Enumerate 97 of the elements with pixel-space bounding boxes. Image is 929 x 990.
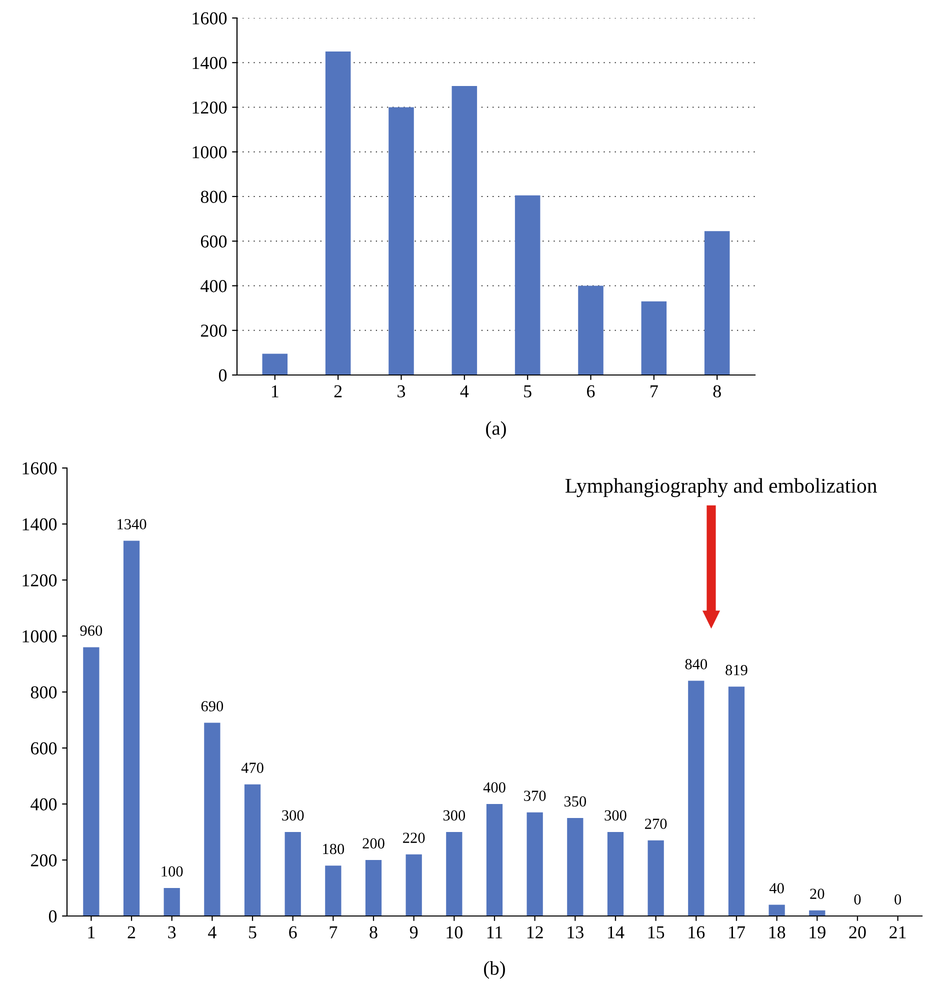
x-tick-label: 7 <box>330 926 338 938</box>
bar <box>262 354 288 375</box>
x-tick-label: 5 <box>249 926 256 938</box>
y-tick-label: 1400 <box>192 56 227 70</box>
data-label: 300 <box>282 810 304 821</box>
y-tick-label: 200 <box>200 324 227 337</box>
data-label: 40 <box>769 883 784 894</box>
x-tick-label: 5 <box>524 385 532 398</box>
bar <box>641 301 667 375</box>
x-tick-label: 11 <box>487 926 502 938</box>
data-label: 819 <box>726 664 748 676</box>
x-tick-label: 8 <box>370 926 378 938</box>
data-label: 470 <box>241 762 264 773</box>
bar <box>325 866 342 916</box>
x-tick-label: 17 <box>729 926 745 938</box>
x-tick-label: 16 <box>688 926 705 938</box>
data-label: 400 <box>483 782 506 793</box>
x-tick-label: 8 <box>713 385 721 398</box>
y-tick-label: 1200 <box>22 574 57 586</box>
x-tick-label: 9 <box>410 926 418 938</box>
x-tick-label: 19 <box>810 926 826 938</box>
bar <box>768 904 785 916</box>
data-label: 200 <box>362 838 384 849</box>
bar <box>83 647 100 916</box>
x-tick-label: 4 <box>460 385 469 398</box>
y-tick-label: 1000 <box>22 630 57 642</box>
data-label: 100 <box>162 866 183 877</box>
data-label: 270 <box>645 818 667 829</box>
bar <box>728 686 745 916</box>
data-label: 350 <box>564 796 586 807</box>
bar <box>486 804 503 916</box>
data-label: 300 <box>604 810 626 821</box>
y-tick-label: 0 <box>48 910 57 922</box>
annotation: Lymphangiography and embolization <box>565 478 877 498</box>
x-tick-label: 12 <box>527 926 543 938</box>
x-tick-label: 18 <box>769 926 786 938</box>
bar <box>204 722 220 916</box>
x-tick-label: 20 <box>849 926 866 938</box>
x-tick-label: 13 <box>568 926 584 938</box>
bar <box>688 680 704 916</box>
bar <box>388 107 414 375</box>
bar <box>452 86 478 375</box>
x-tick-label: 4 <box>208 926 216 938</box>
y-tick-label: 800 <box>30 686 57 698</box>
y-tick-label: 0 <box>218 369 227 382</box>
bar <box>164 888 180 916</box>
data-label: 690 <box>201 701 224 712</box>
x-tick-label: 1 <box>272 385 278 398</box>
y-tick-label: 600 <box>30 742 57 754</box>
data-label: 370 <box>524 790 546 801</box>
y-tick-label: 1400 <box>22 518 57 530</box>
bar <box>446 832 462 916</box>
y-tick-label: 1200 <box>192 102 227 114</box>
bar <box>526 812 543 916</box>
x-tick-label: 6 <box>289 926 297 938</box>
data-label: 0 <box>854 894 861 905</box>
data-label: 0 <box>894 894 902 905</box>
data-label: 180 <box>323 844 344 854</box>
text: (b) <box>484 961 505 979</box>
data-label: 300 <box>443 810 466 821</box>
x-tick-label: 10 <box>446 926 463 938</box>
x-tick-label: 3 <box>168 926 176 938</box>
data-label: 960 <box>80 625 102 636</box>
x-tick-label: 3 <box>398 385 406 398</box>
y-tick-label: 400 <box>30 798 57 810</box>
x-tick-label: 7 <box>650 385 658 398</box>
bar <box>607 832 624 916</box>
x-tick-label: 1 <box>88 926 95 938</box>
data-label: 220 <box>403 832 425 843</box>
y-tick-label: 400 <box>200 280 227 292</box>
x-tick-label: 14 <box>608 926 624 938</box>
data-label: 20 <box>810 888 824 899</box>
bar <box>325 51 351 375</box>
bar <box>284 832 301 916</box>
bar <box>578 286 604 375</box>
x-tick-label: 15 <box>648 926 664 938</box>
x-tick-label: 2 <box>334 385 342 398</box>
y-tick-label: 600 <box>200 235 227 248</box>
bar <box>244 784 261 916</box>
data-label: 840 <box>685 659 708 670</box>
y-tick-label: 1600 <box>22 462 57 474</box>
y-tick-label: 800 <box>200 190 227 203</box>
x-tick-label: 2 <box>128 926 136 938</box>
x-tick-label: 21 <box>890 926 906 938</box>
y-tick-label: 1600 <box>192 12 227 24</box>
y-tick-label: 1000 <box>192 146 227 158</box>
bar <box>704 231 730 375</box>
x-tick-label: 6 <box>587 385 595 398</box>
bar <box>123 540 140 916</box>
bar <box>567 818 584 916</box>
bar <box>514 195 540 375</box>
bar <box>406 854 422 916</box>
y-tick-label: 200 <box>30 854 57 866</box>
text: (a) <box>486 421 506 439</box>
bar <box>648 840 664 916</box>
data-label: 1340 <box>118 519 146 530</box>
bar <box>365 860 382 916</box>
